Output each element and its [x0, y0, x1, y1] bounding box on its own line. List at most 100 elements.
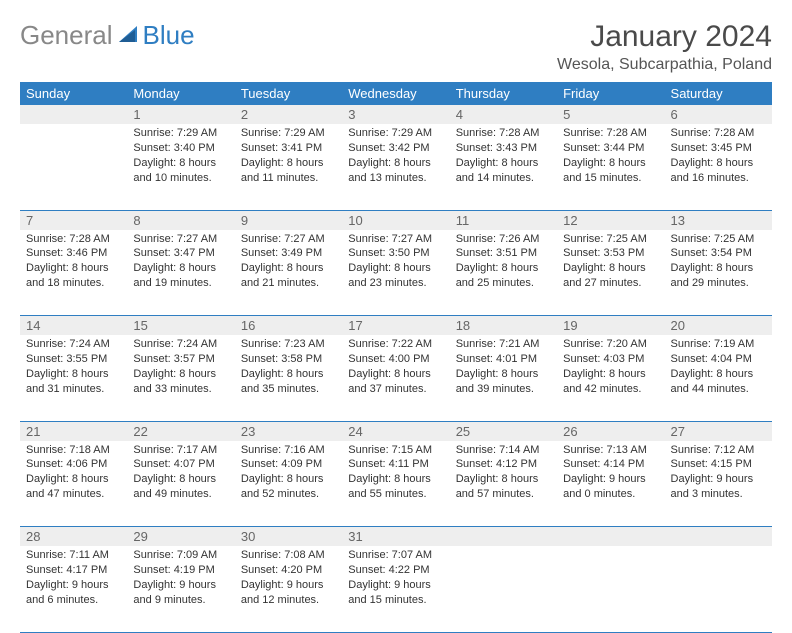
- weekday-header: Friday: [557, 82, 664, 105]
- daylight-text: Daylight: 8 hours and 13 minutes.: [348, 156, 443, 186]
- day-number: 20: [665, 316, 772, 336]
- day-cell: Sunrise: 7:24 AMSunset: 3:55 PMDaylight:…: [20, 335, 127, 421]
- day-cell: Sunrise: 7:15 AMSunset: 4:11 PMDaylight:…: [342, 441, 449, 527]
- day-cell: [665, 546, 772, 632]
- daylight-text: Daylight: 8 hours and 35 minutes.: [241, 367, 336, 397]
- daynum-row: 123456: [20, 105, 772, 124]
- sunrise-text: Sunrise: 7:28 AM: [456, 126, 551, 141]
- daylight-text: Daylight: 8 hours and 49 minutes.: [133, 472, 228, 502]
- sunrise-text: Sunrise: 7:12 AM: [671, 443, 766, 458]
- sunset-text: Sunset: 4:01 PM: [456, 352, 551, 367]
- daylight-text: Daylight: 9 hours and 15 minutes.: [348, 578, 443, 608]
- day-cell: Sunrise: 7:13 AMSunset: 4:14 PMDaylight:…: [557, 441, 664, 527]
- weekday-header: Tuesday: [235, 82, 342, 105]
- daylight-text: Daylight: 8 hours and 52 minutes.: [241, 472, 336, 502]
- sunrise-text: Sunrise: 7:18 AM: [26, 443, 121, 458]
- day-cell: Sunrise: 7:28 AMSunset: 3:45 PMDaylight:…: [665, 124, 772, 210]
- day-cell: Sunrise: 7:21 AMSunset: 4:01 PMDaylight:…: [450, 335, 557, 421]
- day-cell: Sunrise: 7:29 AMSunset: 3:40 PMDaylight:…: [127, 124, 234, 210]
- day-number: 28: [20, 527, 127, 547]
- daynum-row: 14151617181920: [20, 316, 772, 336]
- day-cell: Sunrise: 7:07 AMSunset: 4:22 PMDaylight:…: [342, 546, 449, 632]
- sunset-text: Sunset: 3:55 PM: [26, 352, 121, 367]
- sunrise-text: Sunrise: 7:28 AM: [563, 126, 658, 141]
- sunrise-text: Sunrise: 7:27 AM: [241, 232, 336, 247]
- day-details: Sunrise: 7:07 AMSunset: 4:22 PMDaylight:…: [342, 546, 449, 611]
- day-details: Sunrise: 7:28 AMSunset: 3:44 PMDaylight:…: [557, 124, 664, 189]
- logo: General Blue: [20, 20, 195, 51]
- content-row: Sunrise: 7:28 AMSunset: 3:46 PMDaylight:…: [20, 230, 772, 316]
- day-details: Sunrise: 7:28 AMSunset: 3:43 PMDaylight:…: [450, 124, 557, 189]
- day-details: Sunrise: 7:28 AMSunset: 3:45 PMDaylight:…: [665, 124, 772, 189]
- sunset-text: Sunset: 3:46 PM: [26, 246, 121, 261]
- day-details: Sunrise: 7:12 AMSunset: 4:15 PMDaylight:…: [665, 441, 772, 506]
- sunset-text: Sunset: 4:22 PM: [348, 563, 443, 578]
- day-cell: Sunrise: 7:29 AMSunset: 3:42 PMDaylight:…: [342, 124, 449, 210]
- sunrise-text: Sunrise: 7:21 AM: [456, 337, 551, 352]
- day-number: 8: [127, 210, 234, 230]
- day-number: 15: [127, 316, 234, 336]
- daylight-text: Daylight: 8 hours and 23 minutes.: [348, 261, 443, 291]
- day-number: 25: [450, 421, 557, 441]
- day-details: Sunrise: 7:17 AMSunset: 4:07 PMDaylight:…: [127, 441, 234, 506]
- weekday-header: Saturday: [665, 82, 772, 105]
- sunset-text: Sunset: 4:06 PM: [26, 457, 121, 472]
- day-number: 26: [557, 421, 664, 441]
- sunset-text: Sunset: 4:17 PM: [26, 563, 121, 578]
- daynum-row: 21222324252627: [20, 421, 772, 441]
- day-number: 30: [235, 527, 342, 547]
- title-block: January 2024 Wesola, Subcarpathia, Polan…: [557, 20, 772, 74]
- day-details: Sunrise: 7:15 AMSunset: 4:11 PMDaylight:…: [342, 441, 449, 506]
- sunset-text: Sunset: 3:58 PM: [241, 352, 336, 367]
- sunset-text: Sunset: 3:50 PM: [348, 246, 443, 261]
- day-number: 11: [450, 210, 557, 230]
- day-cell: Sunrise: 7:08 AMSunset: 4:20 PMDaylight:…: [235, 546, 342, 632]
- content-row: Sunrise: 7:24 AMSunset: 3:55 PM Daylight:…: [20, 335, 772, 421]
- sunrise-text: Sunrise: 7:20 AM: [563, 337, 658, 352]
- day-number: 18: [450, 316, 557, 336]
- day-details: Sunrise: 7:21 AMSunset: 4:01 PMDaylight:…: [450, 335, 557, 400]
- day-cell: Sunrise: 7:20 AMSunset: 4:03 PMDaylight:…: [557, 335, 664, 421]
- sunset-text: Sunset: 4:07 PM: [133, 457, 228, 472]
- sunset-text: Sunset: 3:49 PM: [241, 246, 336, 261]
- weekday-header: Sunday: [20, 82, 127, 105]
- weekday-header-row: Sunday Monday Tuesday Wednesday Thursday…: [20, 82, 772, 105]
- day-cell: Sunrise: 7:27 AMSunset: 3:49 PMDaylight:…: [235, 230, 342, 316]
- day-number: 24: [342, 421, 449, 441]
- day-cell: Sunrise: 7:19 AMSunset: 4:04 PMDaylight:…: [665, 335, 772, 421]
- daylight-text: Daylight: 8 hours and 16 minutes.: [671, 156, 766, 186]
- sunset-text: Sunset: 4:09 PM: [241, 457, 336, 472]
- day-cell: Sunrise: 7:18 AMSunset: 4:06 PMDaylight:…: [20, 441, 127, 527]
- day-details: Sunrise: 7:27 AMSunset: 3:50 PMDaylight:…: [342, 230, 449, 295]
- day-cell: Sunrise: 7:16 AMSunset: 4:09 PMDaylight:…: [235, 441, 342, 527]
- sunrise-text: Sunrise: 7:16 AM: [241, 443, 336, 458]
- sunrise-text: Sunrise: 7:25 AM: [671, 232, 766, 247]
- sunrise-text: Sunrise: 7:22 AM: [348, 337, 443, 352]
- day-details: Sunrise: 7:18 AMSunset: 4:06 PMDaylight:…: [20, 441, 127, 506]
- day-cell: Sunrise: 7:25 AMSunset: 3:54 PMDaylight:…: [665, 230, 772, 316]
- location-text: Wesola, Subcarpathia, Poland: [557, 56, 772, 74]
- day-cell: Sunrise: 7:09 AMSunset: 4:19 PMDaylight:…: [127, 546, 234, 632]
- day-cell: [557, 546, 664, 632]
- day-details: Sunrise: 7:20 AMSunset: 4:03 PMDaylight:…: [557, 335, 664, 400]
- day-number: 16: [235, 316, 342, 336]
- day-cell: Sunrise: 7:27 AMSunset: 3:47 PMDaylight:…: [127, 230, 234, 316]
- sunset-text: Sunset: 4:11 PM: [348, 457, 443, 472]
- day-number: [665, 527, 772, 547]
- sunrise-text: Sunrise: 7:24 AM: [26, 337, 121, 352]
- day-details: Sunrise: 7:24 AMSunset: 3:55 PMDaylight:…: [20, 335, 127, 400]
- daylight-text: Daylight: 8 hours and 37 minutes.: [348, 367, 443, 397]
- day-number: 6: [665, 105, 772, 124]
- day-details: Sunrise: 7:08 AMSunset: 4:20 PMDaylight:…: [235, 546, 342, 611]
- sunrise-text: Sunrise: 7:29 AM: [348, 126, 443, 141]
- sunrise-text: Sunrise: 7:26 AM: [456, 232, 551, 247]
- sunrise-text: Sunrise: 7:13 AM: [563, 443, 658, 458]
- daylight-text: Daylight: 8 hours and 25 minutes.: [456, 261, 551, 291]
- day-cell: Sunrise: 7:29 AMSunset: 3:41 PMDaylight:…: [235, 124, 342, 210]
- sunset-text: Sunset: 3:53 PM: [563, 246, 658, 261]
- weekday-header: Monday: [127, 82, 234, 105]
- day-number: 5: [557, 105, 664, 124]
- day-details: Sunrise: 7:11 AMSunset: 4:17 PMDaylight:…: [20, 546, 127, 611]
- day-number: 12: [557, 210, 664, 230]
- day-number: 22: [127, 421, 234, 441]
